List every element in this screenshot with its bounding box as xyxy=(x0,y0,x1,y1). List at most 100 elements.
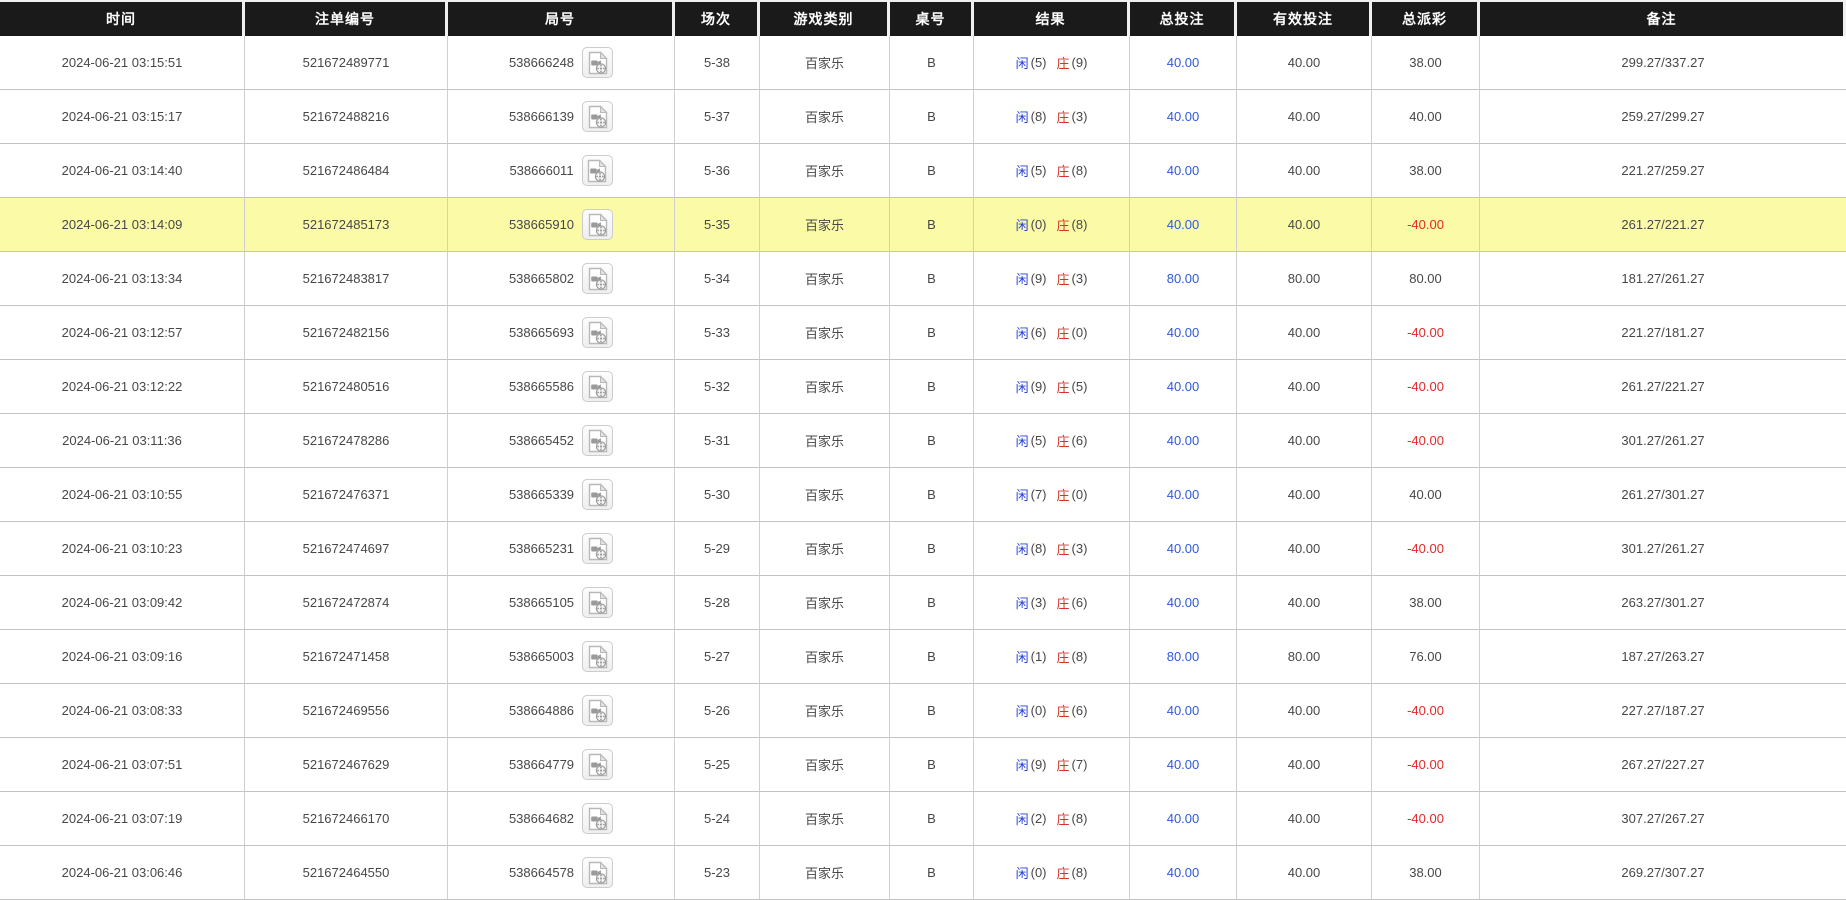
cell-total-bet: 80.00 xyxy=(1130,630,1237,684)
session-value: 5-32 xyxy=(703,379,731,394)
video-replay-button[interactable] xyxy=(582,101,614,132)
table-no-value: B xyxy=(927,55,936,70)
video-replay-button[interactable] xyxy=(582,209,614,240)
cell-total-bet: 40.00 xyxy=(1130,36,1237,90)
cell-table-no: B xyxy=(890,522,974,576)
cell-result: 闲 (6) 庄 (0) xyxy=(974,306,1130,360)
bet-id-value: 521672486484 xyxy=(302,163,390,178)
table-no-value: B xyxy=(927,541,936,556)
cell-remark: 261.27/301.27 xyxy=(1480,468,1846,522)
cell-round-id: 538665586 xyxy=(448,360,675,414)
video-replay-button[interactable] xyxy=(582,533,614,564)
video-replay-button[interactable] xyxy=(582,317,614,348)
cell-session: 5-28 xyxy=(675,576,760,630)
game-type-value: 百家乐 xyxy=(804,704,844,719)
total-payout-value: 40.00 xyxy=(1409,109,1442,124)
cell-valid-bet: 40.00 xyxy=(1237,684,1372,738)
total-bet-link[interactable]: 40.00 xyxy=(1166,757,1200,772)
video-replay-button[interactable] xyxy=(582,749,614,780)
video-replay-button[interactable] xyxy=(582,857,614,888)
time-value: 2024-06-21 03:12:57 xyxy=(61,325,183,340)
round-id-value: 538666248 xyxy=(508,55,575,70)
cell-valid-bet: 80.00 xyxy=(1237,252,1372,306)
cell-valid-bet: 80.00 xyxy=(1237,630,1372,684)
total-bet-link[interactable]: 40.00 xyxy=(1166,595,1200,610)
video-replay-icon xyxy=(588,860,608,884)
video-replay-button[interactable] xyxy=(582,641,614,672)
video-replay-button[interactable] xyxy=(582,479,614,510)
banker-label: 庄 xyxy=(1056,650,1070,665)
cell-table-no: B xyxy=(890,792,974,846)
cell-bet-id: 521672471458 xyxy=(245,630,448,684)
cell-total-payout: -40.00 xyxy=(1372,738,1480,792)
valid-bet-value: 40.00 xyxy=(1287,217,1321,232)
total-bet-link[interactable]: 40.00 xyxy=(1166,541,1200,556)
game-type-value: 百家乐 xyxy=(804,650,844,665)
total-payout-value: -40.00 xyxy=(1407,703,1444,718)
cell-bet-id: 521672482156 xyxy=(245,306,448,360)
video-replay-button[interactable] xyxy=(582,371,614,402)
video-replay-button[interactable] xyxy=(582,695,614,726)
total-bet-link[interactable]: 80.00 xyxy=(1166,649,1200,664)
game-type-value: 百家乐 xyxy=(804,164,844,179)
cell-round-id: 538665339 xyxy=(448,468,675,522)
video-replay-button[interactable] xyxy=(582,803,614,834)
cell-remark: 259.27/299.27 xyxy=(1480,90,1846,144)
total-bet-link[interactable]: 40.00 xyxy=(1166,55,1200,70)
total-bet-link[interactable]: 40.00 xyxy=(1166,865,1200,880)
banker-label: 庄 xyxy=(1056,704,1070,719)
total-bet-link[interactable]: 40.00 xyxy=(1166,217,1200,232)
cell-bet-id: 521672489771 xyxy=(245,36,448,90)
total-bet-link[interactable]: 40.00 xyxy=(1166,703,1200,718)
cell-valid-bet: 40.00 xyxy=(1237,738,1372,792)
video-replay-button[interactable] xyxy=(582,425,614,456)
video-replay-button[interactable] xyxy=(582,263,614,294)
cell-game-type: 百家乐 xyxy=(760,306,890,360)
game-type-value: 百家乐 xyxy=(804,272,844,287)
bet-id-value: 521672478286 xyxy=(302,433,390,448)
video-replay-icon xyxy=(588,644,608,668)
total-bet-link[interactable]: 40.00 xyxy=(1166,433,1200,448)
game-type-value: 百家乐 xyxy=(804,866,844,881)
cell-round-id: 538665105 xyxy=(448,576,675,630)
remark-value: 187.27/263.27 xyxy=(1621,649,1705,664)
cell-result: 闲 (8) 庄 (3) xyxy=(974,90,1130,144)
banker-label: 庄 xyxy=(1056,758,1070,773)
video-replay-button[interactable] xyxy=(582,47,614,78)
total-bet-link[interactable]: 40.00 xyxy=(1166,811,1200,826)
video-replay-button[interactable] xyxy=(581,155,613,186)
cell-remark: 187.27/263.27 xyxy=(1480,630,1846,684)
cell-table-no: B xyxy=(890,36,974,90)
total-bet-link[interactable]: 40.00 xyxy=(1166,379,1200,394)
cell-total-bet: 40.00 xyxy=(1130,846,1237,900)
cell-session: 5-33 xyxy=(675,306,760,360)
player-points: (0) xyxy=(1030,217,1047,232)
video-replay-button[interactable] xyxy=(582,587,614,618)
cell-table-no: B xyxy=(890,684,974,738)
cell-bet-id: 521672464550 xyxy=(245,846,448,900)
player-points: (5) xyxy=(1030,163,1047,178)
total-bet-link[interactable]: 40.00 xyxy=(1166,325,1200,340)
player-points: (8) xyxy=(1030,109,1047,124)
session-value: 5-25 xyxy=(703,757,731,772)
total-bet-link[interactable]: 40.00 xyxy=(1166,109,1200,124)
total-bet-link[interactable]: 40.00 xyxy=(1166,487,1200,502)
cell-round-id: 538666248 xyxy=(448,36,675,90)
cell-bet-id: 521672474697 xyxy=(245,522,448,576)
cell-time: 2024-06-21 03:11:36 xyxy=(0,414,245,468)
player-label: 闲 xyxy=(1015,56,1029,71)
player-points: (2) xyxy=(1030,811,1047,826)
cell-round-id: 538665693 xyxy=(448,306,675,360)
banker-label: 庄 xyxy=(1056,326,1070,341)
total-bet-link[interactable]: 40.00 xyxy=(1166,163,1200,178)
cell-session: 5-32 xyxy=(675,360,760,414)
cell-result: 闲 (1) 庄 (8) xyxy=(974,630,1130,684)
cell-remark: 227.27/187.27 xyxy=(1480,684,1846,738)
cell-time: 2024-06-21 03:12:57 xyxy=(0,306,245,360)
cell-time: 2024-06-21 03:13:34 xyxy=(0,252,245,306)
valid-bet-value: 40.00 xyxy=(1287,433,1321,448)
cell-valid-bet: 40.00 xyxy=(1237,414,1372,468)
cell-time: 2024-06-21 03:07:51 xyxy=(0,738,245,792)
cell-session: 5-37 xyxy=(675,90,760,144)
total-bet-link[interactable]: 80.00 xyxy=(1166,271,1200,286)
